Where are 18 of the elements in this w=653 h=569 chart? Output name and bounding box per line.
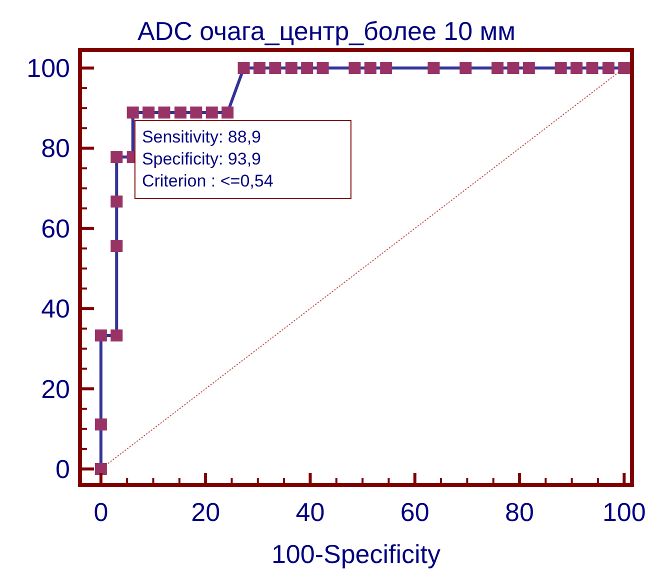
x-tick-label: 100 xyxy=(602,497,646,527)
annotation: Criterion : <=0,54 xyxy=(142,172,274,191)
y-tick-label: 40 xyxy=(41,294,70,324)
x-tick-label: 60 xyxy=(400,497,430,527)
x-tick-label: 20 xyxy=(191,497,220,527)
y-tick-label: 100 xyxy=(26,53,70,84)
annotation-box: Sensitivity: 88,9 Specificity: 93,9 Criterion : <=0,54 xyxy=(134,120,352,200)
x-tick-label: 80 xyxy=(505,497,534,527)
y-tick-label: 60 xyxy=(41,213,70,244)
y-tick-label: 20 xyxy=(41,374,70,404)
chart-title: ADC очага_центр_более 10 мм xyxy=(137,16,516,46)
y-tick-label: 0 xyxy=(56,454,70,484)
y-tick-label: 80 xyxy=(41,133,70,164)
x-tick-label: 0 xyxy=(94,497,108,527)
annotation: Sensitivity: 88,9 xyxy=(142,128,261,147)
x-axis-title: 100-Specificity xyxy=(271,539,441,569)
annotation: Specificity: 93,9 xyxy=(142,150,261,169)
x-tick-label: 40 xyxy=(296,497,325,527)
